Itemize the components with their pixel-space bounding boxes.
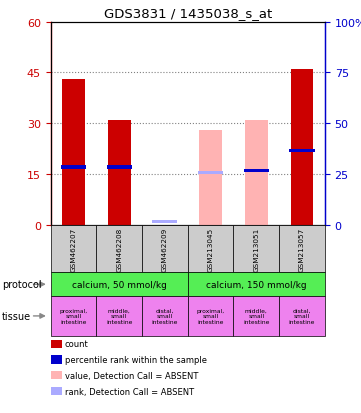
Bar bbox=[198, 171, 223, 174]
Text: middle,
small
intestine: middle, small intestine bbox=[106, 308, 132, 325]
Text: GSM462207: GSM462207 bbox=[70, 227, 77, 271]
Text: GSM462208: GSM462208 bbox=[116, 227, 122, 271]
Text: value, Detection Call = ABSENT: value, Detection Call = ABSENT bbox=[65, 371, 198, 380]
Bar bbox=[291, 70, 313, 225]
Text: GSM462209: GSM462209 bbox=[162, 227, 168, 271]
Text: rank, Detection Call = ABSENT: rank, Detection Call = ABSENT bbox=[65, 387, 194, 396]
Text: distal,
small
intestine: distal, small intestine bbox=[289, 308, 315, 325]
Text: distal,
small
intestine: distal, small intestine bbox=[152, 308, 178, 325]
Bar bbox=[244, 169, 269, 173]
Text: proximal,
small
intestine: proximal, small intestine bbox=[196, 308, 225, 325]
Text: count: count bbox=[65, 339, 89, 349]
Bar bbox=[108, 121, 131, 225]
Bar bbox=[62, 80, 85, 225]
Bar bbox=[106, 166, 132, 169]
Text: calcium, 150 mmol/kg: calcium, 150 mmol/kg bbox=[206, 280, 306, 289]
Text: middle,
small
intestine: middle, small intestine bbox=[243, 308, 270, 325]
Bar bbox=[245, 121, 268, 225]
Text: calcium, 50 mmol/kg: calcium, 50 mmol/kg bbox=[72, 280, 166, 289]
Title: GDS3831 / 1435038_s_at: GDS3831 / 1435038_s_at bbox=[104, 7, 272, 20]
Bar bbox=[61, 166, 86, 169]
Text: GSM213045: GSM213045 bbox=[208, 227, 214, 271]
Bar bbox=[152, 220, 178, 223]
Bar bbox=[199, 131, 222, 225]
Text: GSM213057: GSM213057 bbox=[299, 227, 305, 271]
Text: proximal,
small
intestine: proximal, small intestine bbox=[59, 308, 87, 325]
Bar bbox=[290, 149, 314, 152]
Text: tissue: tissue bbox=[2, 311, 31, 321]
Text: GSM213051: GSM213051 bbox=[253, 227, 259, 271]
Text: percentile rank within the sample: percentile rank within the sample bbox=[65, 355, 207, 364]
Text: protocol: protocol bbox=[2, 280, 42, 290]
